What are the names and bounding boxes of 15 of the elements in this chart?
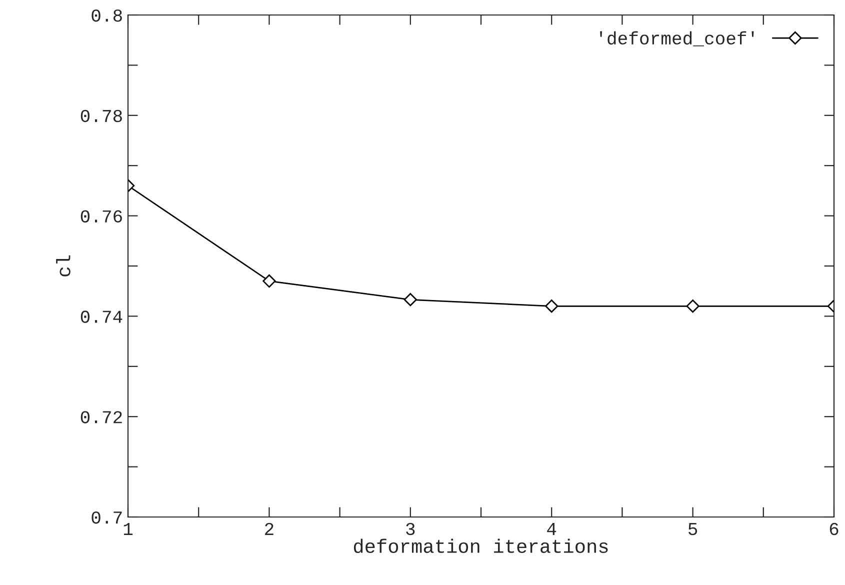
- y-tick-label: 0.7: [92, 511, 122, 524]
- x-tick-label: 2: [265, 522, 274, 535]
- x-tick-label: 3: [406, 522, 415, 536]
- y-tick-label: 0.72: [80, 411, 122, 424]
- y-tick-label: 0.76: [80, 210, 122, 223]
- x-tick-label: 4: [547, 523, 556, 535]
- x-tick-label: 6: [830, 522, 838, 536]
- legend-label: 'deformed_coef': [600, 31, 754, 46]
- y-tick-label: 0.8: [92, 9, 122, 22]
- x-tick-label: 5: [688, 523, 698, 536]
- y-tick-label: 0.78: [80, 110, 122, 122]
- x-axis-title: deformation iterations: [354, 538, 608, 554]
- y-tick-label: 0.74: [80, 310, 122, 323]
- x-tick-label: 1: [124, 523, 133, 535]
- y-axis-title: cl: [56, 255, 70, 276]
